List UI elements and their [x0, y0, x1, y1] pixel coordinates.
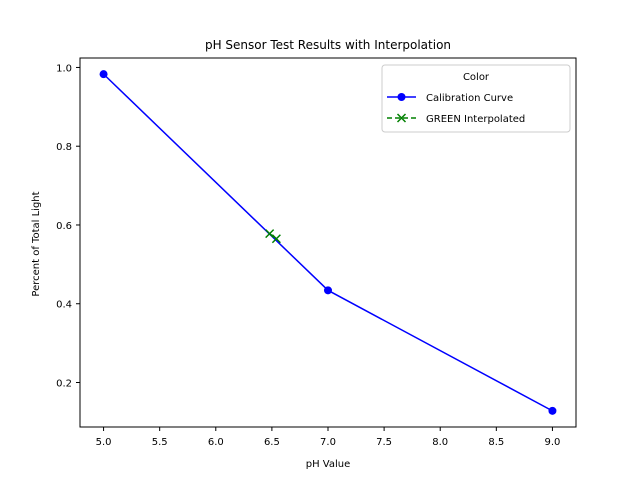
- green-interpolated-point: [271, 234, 281, 244]
- calibration-curve-point: [324, 286, 332, 295]
- x-tick-label: 6.0: [208, 437, 224, 448]
- y-tick-label: 0.2: [56, 378, 72, 389]
- x-axis-ticks: 5.0 5.5 6.0 6.5 7.0 7.5 8.0 8.5 9.0: [96, 427, 560, 448]
- legend-green-marker: [396, 113, 407, 123]
- x-tick-label: 8.5: [488, 437, 504, 448]
- x-tick-label: 7.0: [320, 437, 336, 448]
- y-tick-label: 0.8: [56, 142, 72, 153]
- legend-calibration-label: Calibration Curve: [426, 93, 513, 104]
- chart-title: pH Sensor Test Results with Interpolatio…: [205, 38, 451, 52]
- calibration-curve-point: [99, 70, 108, 79]
- y-axis-label: Percent of Total Light: [31, 191, 42, 296]
- calibration-curve-point: [548, 406, 557, 415]
- legend-calibration-marker: [397, 93, 406, 101]
- green-interpolated-point: [265, 229, 275, 239]
- x-tick-label: 8.0: [432, 437, 448, 448]
- series-layer: [99, 70, 557, 415]
- x-tick-label: 5.0: [96, 437, 112, 448]
- y-axis-ticks: 0.2 0.4 0.6 0.8 1.0: [56, 63, 80, 389]
- y-tick-label: 1.0: [56, 63, 72, 74]
- x-axis-label: pH Value: [306, 459, 351, 470]
- legend-box: [381, 64, 571, 133]
- x-tick-label: 7.5: [376, 437, 392, 448]
- x-tick-label: 9.0: [544, 437, 560, 448]
- x-tick-label: 6.5: [264, 437, 280, 448]
- legend: Color Calibration Curve GREEN Interpolat…: [381, 64, 571, 133]
- x-tick-label: 5.5: [152, 437, 168, 448]
- y-tick-label: 0.4: [56, 300, 72, 311]
- legend-title: Color: [463, 72, 490, 83]
- legend-green-label: GREEN Interpolated: [426, 114, 525, 125]
- y-tick-label: 0.6: [56, 221, 72, 232]
